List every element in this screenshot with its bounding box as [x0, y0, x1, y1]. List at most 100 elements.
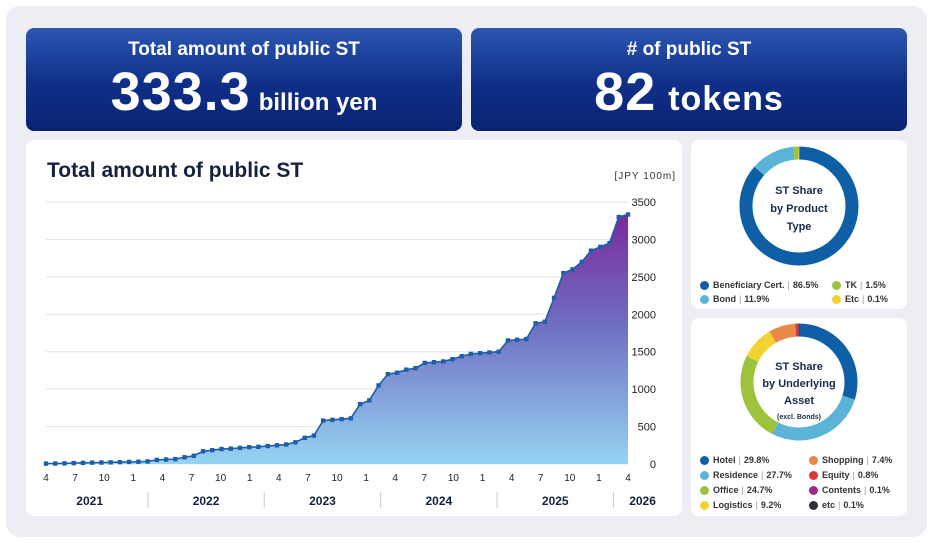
- data-point: [459, 354, 464, 359]
- total-amount-card: Total amount of public ST 333.3 billion y…: [26, 28, 462, 131]
- y-tick-label: 0: [650, 459, 656, 471]
- data-point: [431, 359, 437, 365]
- year-label: 2021: [76, 494, 103, 508]
- total-amount-label: Total amount of public ST: [128, 39, 360, 60]
- legend-separator: |: [787, 280, 790, 290]
- area-chart-panel: Total amount of public ST [JPY 100m] 0 50…: [26, 140, 682, 516]
- legend-swatch: [809, 470, 818, 480]
- data-point: [441, 359, 446, 364]
- legend-separator: |: [838, 500, 841, 510]
- token-count-value: 82: [594, 62, 657, 122]
- asset-donut-subtitle: (excl. Bonds): [777, 414, 821, 421]
- data-point: [542, 319, 548, 324]
- data-point: [182, 455, 187, 460]
- data-point: [237, 445, 243, 451]
- product-donut-title-line2: by Product: [770, 203, 828, 215]
- legend-swatch: [700, 294, 709, 304]
- year-label: 2022: [193, 494, 220, 508]
- legend-label: Shopping: [822, 455, 864, 465]
- data-point: [394, 370, 400, 375]
- data-point: [43, 461, 49, 466]
- total-amount-value: 333.3: [110, 62, 251, 122]
- x-tick-label: 7: [422, 473, 428, 484]
- legend-item: Beneficiary Cert. | 86.5%: [700, 280, 818, 290]
- y-tick-label: 2000: [632, 309, 656, 321]
- data-point: [274, 443, 280, 448]
- token-count-card: # of public ST 82 tokens: [471, 28, 907, 131]
- legend-separator: |: [866, 455, 869, 465]
- legend-separator: |: [864, 485, 867, 495]
- data-point: [320, 418, 326, 423]
- asset-donut-title-line3: Asset: [784, 395, 814, 407]
- data-point: [108, 460, 113, 465]
- data-point: [496, 349, 501, 354]
- data-point: [256, 444, 261, 449]
- dashboard: Total amount of public ST 333.3 billion y…: [6, 6, 927, 537]
- x-tick-label: 4: [509, 473, 515, 484]
- data-point: [210, 447, 215, 453]
- legend-separator: |: [761, 470, 764, 480]
- data-point: [117, 459, 123, 465]
- x-tick-label: 7: [305, 473, 311, 484]
- legend-swatch: [832, 294, 841, 304]
- x-tick-label: 1: [480, 473, 486, 484]
- legend-label: Contents: [822, 485, 861, 495]
- chart-unit-label: [JPY 100m]: [614, 171, 676, 182]
- x-tick-label: 4: [43, 473, 49, 484]
- underlying-asset-panel: ST Share by Underlying Asset (excl. Bond…: [691, 318, 907, 516]
- legend-item: Shopping | 7.4%: [809, 455, 892, 465]
- data-point: [524, 336, 529, 342]
- legend-item: Logistics | 9.2%: [700, 500, 781, 510]
- y-tick-label: 2500: [632, 272, 656, 284]
- underlying-asset-donut: ST Share by Underlying Asset (excl. Bond…: [740, 323, 858, 441]
- legend-label: Office: [713, 485, 739, 495]
- data-point: [616, 214, 621, 220]
- data-point: [247, 444, 252, 450]
- legend-label: Equity: [822, 470, 850, 480]
- data-point: [339, 416, 344, 422]
- x-tick-label: 4: [625, 473, 631, 484]
- data-point: [126, 459, 132, 465]
- legend-swatch: [832, 280, 841, 290]
- legend-separator: |: [860, 280, 863, 290]
- asset-donut-title-line2: by Underlying: [762, 378, 835, 390]
- data-point: [376, 383, 381, 388]
- donut-slice: [772, 395, 855, 441]
- legend-label: etc: [822, 500, 836, 510]
- x-tick-label: 10: [215, 473, 227, 484]
- data-point: [283, 442, 289, 447]
- year-label: 2026: [629, 494, 656, 508]
- legend-item: Hotel | 29.8%: [700, 455, 769, 465]
- donut-slice: [769, 323, 797, 343]
- legend-label: Beneficiary Cert.: [713, 280, 785, 290]
- data-point: [293, 440, 298, 445]
- data-point: [200, 449, 206, 454]
- data-point: [413, 365, 418, 371]
- x-tick-label: 1: [363, 473, 369, 484]
- data-point: [99, 460, 104, 465]
- data-point: [422, 360, 427, 366]
- data-point: [302, 435, 307, 440]
- legend-item: Office | 24.7%: [700, 485, 772, 495]
- x-tick-label: 10: [331, 473, 343, 484]
- data-point: [136, 459, 141, 464]
- donut-slice: [798, 323, 858, 400]
- legend-separator: |: [755, 500, 758, 510]
- x-tick-label: 7: [189, 473, 195, 484]
- legend-item: etc | 0.1%: [809, 500, 864, 510]
- year-label: 2023: [309, 494, 336, 508]
- legend-value: 27.7%: [766, 470, 792, 480]
- data-point: [579, 259, 585, 265]
- y-tick-label: 1000: [632, 384, 656, 396]
- data-point: [62, 461, 67, 466]
- data-point: [570, 267, 575, 272]
- legend-value: 29.8%: [743, 455, 770, 465]
- series-line: [45, 213, 629, 465]
- data-point: [71, 460, 76, 466]
- data-point: [404, 367, 409, 372]
- legend-swatch: [809, 485, 818, 495]
- data-point: [154, 457, 160, 463]
- data-point: [53, 461, 58, 466]
- data-point: [145, 459, 150, 464]
- legend-value: 24.7%: [746, 485, 773, 495]
